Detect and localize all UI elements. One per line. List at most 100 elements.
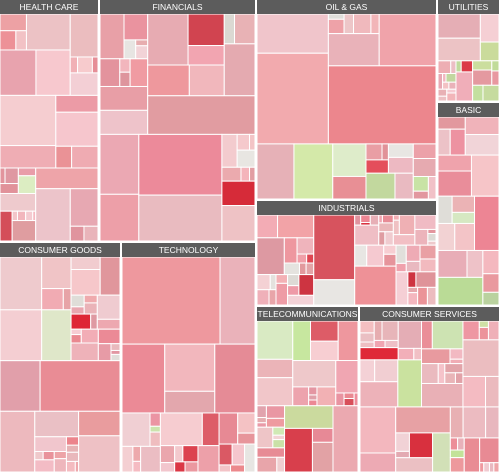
stock-tile (0, 360, 41, 412)
stock-tile (343, 392, 355, 399)
stock-tile (470, 154, 499, 197)
stock-tile (369, 215, 380, 226)
stock-tile (71, 145, 98, 169)
stock-tile (123, 14, 149, 41)
tiles (257, 321, 358, 472)
stock-tile (272, 434, 286, 441)
stock-tile (272, 439, 286, 449)
stock-tile (383, 244, 397, 255)
stock-tile (78, 410, 120, 437)
stock-tile (219, 257, 255, 345)
stock-tile (83, 225, 98, 241)
stock-tile (327, 18, 345, 35)
stock-tile (197, 445, 220, 472)
stock-tile (438, 73, 444, 90)
stock-tile (164, 390, 216, 414)
stock-tile (427, 175, 436, 199)
stock-tile (360, 321, 375, 334)
stock-tile (257, 215, 279, 239)
stock-tile (70, 328, 82, 336)
stock-tile (460, 60, 474, 73)
stock-tile (483, 462, 490, 472)
stock-tile (55, 111, 98, 147)
stock-tile (218, 464, 232, 472)
stock-tile (365, 143, 383, 161)
stock-tile (462, 339, 499, 377)
stock-tile (395, 406, 451, 434)
stock-tile (395, 432, 410, 452)
stock-tile (455, 60, 462, 73)
stock-tile (147, 95, 255, 135)
stock-tile (201, 412, 220, 447)
stock-tile (412, 175, 429, 192)
stock-tile (412, 158, 436, 177)
stock-tile (39, 360, 120, 412)
stock-tile (298, 274, 315, 296)
stock-tile (70, 294, 85, 308)
stock-tile (132, 460, 142, 472)
stock-tile (129, 58, 149, 87)
stock-tile (0, 183, 19, 194)
stock-tile (485, 406, 499, 439)
stock-tile (438, 37, 481, 62)
stock-tile (236, 149, 255, 168)
stock-tile (449, 348, 464, 360)
stock-tile (482, 273, 499, 293)
stock-tile (237, 412, 255, 434)
stock-tile (438, 154, 472, 172)
stock-tile (491, 70, 499, 86)
stock-tile (360, 452, 397, 472)
stock-tile (438, 222, 456, 251)
sector: CONSUMER SERVICES (360, 307, 499, 472)
stock-tile (292, 360, 337, 388)
stock-tile (237, 432, 255, 445)
stock-tile (381, 215, 394, 224)
stock-tile (249, 166, 255, 182)
stock-tile (373, 321, 383, 341)
stock-tile (405, 260, 421, 273)
stock-tile (25, 14, 71, 51)
sector-label: TELECOMMUNICATIONS (257, 307, 358, 321)
stock-tile (448, 81, 457, 90)
stock-tile (455, 71, 474, 101)
stock-tile (438, 170, 472, 197)
stock-tile (353, 14, 372, 35)
stock-tile (70, 257, 101, 270)
stock-tile (438, 128, 451, 156)
stock-tile (392, 219, 400, 236)
stock-tile (472, 69, 493, 86)
stock-tile (327, 14, 345, 20)
stock-tile (132, 445, 142, 462)
stock-tile (149, 431, 161, 447)
stock-tile (272, 426, 286, 436)
stock-tile (287, 285, 300, 296)
tiles (360, 321, 499, 472)
stock-tile (421, 382, 464, 408)
stock-tile (332, 175, 367, 199)
stock-tile (397, 321, 423, 349)
stock-tile (335, 360, 358, 394)
tiles (0, 257, 120, 472)
stock-tile (438, 276, 484, 305)
stock-tile (100, 193, 140, 241)
sector: CONSUMER GOODS (0, 243, 120, 472)
stock-tile (311, 441, 334, 472)
stock-tile (100, 58, 121, 87)
stock-tile (343, 14, 355, 35)
stock-tile (392, 234, 416, 246)
stock-tile (223, 43, 255, 97)
stock-tile (284, 427, 313, 472)
stock-tile (316, 386, 337, 407)
stock-tile (257, 289, 270, 305)
stock-tile (0, 30, 17, 51)
stock-tile (182, 445, 199, 463)
stock-tile (305, 262, 315, 276)
stock-tile (387, 156, 414, 174)
stock-tile (394, 172, 414, 199)
stock-tile (269, 274, 277, 291)
stock-tile (69, 56, 79, 74)
stock-tile (96, 318, 120, 330)
stock-tile (55, 94, 98, 113)
stock-tile (159, 462, 176, 472)
stock-tile (0, 49, 37, 96)
